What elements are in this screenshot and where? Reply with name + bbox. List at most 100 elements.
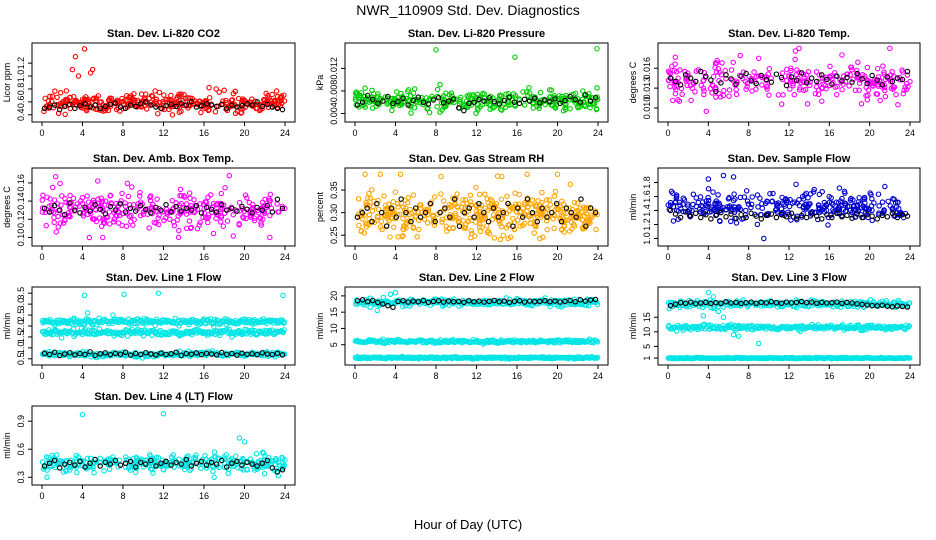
outlier-point <box>81 292 88 299</box>
hourly-mean-point <box>244 101 250 107</box>
data-point <box>848 64 855 71</box>
hourly-mean-point <box>77 210 83 216</box>
hourly-mean-point <box>173 349 179 355</box>
data-point <box>552 213 558 219</box>
data-point <box>491 235 498 241</box>
hourly-mean-point <box>127 102 134 108</box>
data-point <box>685 203 691 209</box>
data-point <box>890 195 896 202</box>
y-axis-label: degrees C <box>2 186 12 228</box>
data-point <box>122 203 129 210</box>
data-point <box>275 97 281 104</box>
data-point <box>767 190 773 197</box>
data-point <box>791 91 798 98</box>
data-point <box>448 90 455 96</box>
hourly-mean-point <box>748 78 754 84</box>
data-point <box>728 218 734 225</box>
data-point <box>791 199 798 205</box>
hourly-mean-point <box>854 70 860 77</box>
data-point <box>525 92 531 98</box>
data-point <box>417 205 424 211</box>
hourly-mean-point <box>567 93 573 100</box>
hourly-mean-point <box>41 350 48 357</box>
x-tick-label: 24 <box>593 371 603 381</box>
hourly-mean-point <box>107 351 114 358</box>
data-point <box>871 200 877 206</box>
data-point <box>90 96 97 103</box>
outlier-point <box>377 171 384 178</box>
data-point <box>454 191 460 197</box>
hourly-mean-point <box>440 299 447 305</box>
data-point <box>98 195 104 201</box>
hourly-mean-point <box>672 211 679 217</box>
data-points <box>665 45 913 115</box>
data-point <box>128 218 134 225</box>
data-point <box>370 90 377 97</box>
data-point <box>827 63 833 70</box>
data-point <box>273 88 280 94</box>
y-tick-label: 0.16 <box>16 174 26 192</box>
data-point <box>443 90 449 97</box>
y-tick-label: 1.8 <box>642 176 652 189</box>
hourly-mean-point <box>102 103 109 110</box>
hourly-mean-point <box>839 78 845 84</box>
x-tick-label: 4 <box>393 128 398 138</box>
x-tick-label: 8 <box>746 371 751 381</box>
data-points <box>665 289 913 362</box>
data-point <box>782 196 789 203</box>
x-tick-label: 0 <box>665 371 670 381</box>
hourly-mean-point <box>218 201 225 208</box>
data-point <box>244 195 250 201</box>
hourly-mean-point <box>884 214 891 220</box>
data-point <box>352 90 359 96</box>
data-point <box>282 205 288 212</box>
hourly-mean-point <box>218 349 225 356</box>
data-point <box>759 82 765 88</box>
hourly-mean-point <box>239 203 245 210</box>
y-tick-label: 1.0 <box>16 70 26 83</box>
hourly-mean-point <box>798 70 805 76</box>
hourly-mean-point <box>592 209 599 216</box>
data-point <box>712 200 718 207</box>
hourly-mean-point <box>143 99 149 105</box>
data-points <box>354 171 600 243</box>
data-point <box>155 215 161 221</box>
data-point <box>202 214 209 220</box>
data-point <box>551 193 558 199</box>
chart-title: Stan. Dev. Li-820 CO2 <box>107 28 220 40</box>
hourly-mean-point <box>92 352 98 359</box>
data-point <box>142 91 149 97</box>
data-point <box>670 218 677 224</box>
data-point <box>855 59 861 66</box>
hourly-mean-point <box>415 94 422 100</box>
hourly-mean-point <box>466 298 472 304</box>
data-point <box>692 89 698 95</box>
hourly-mean-point <box>466 100 472 107</box>
x-tick-label: 24 <box>593 128 603 138</box>
data-point <box>381 213 388 220</box>
data-point <box>788 217 794 223</box>
chart-title: Stan. Dev. Line 2 Flow <box>419 272 535 284</box>
hourly-mean-point <box>364 298 371 305</box>
data-point <box>355 196 362 202</box>
x-tick-label: 0 <box>665 128 670 138</box>
hourly-mean-point <box>122 349 129 355</box>
data-point <box>424 106 430 112</box>
x-tick-label: 24 <box>280 252 290 262</box>
hourly-mean-point <box>143 349 149 356</box>
x-tick-label: 20 <box>865 371 875 381</box>
y-tick-label: 1.0 <box>16 342 26 355</box>
hourly-mean-point <box>82 101 88 107</box>
hourly-mean-point <box>869 72 875 79</box>
data-point <box>499 107 505 113</box>
hourly-mean-point <box>753 80 759 87</box>
y-tick-label: 20 <box>329 291 339 301</box>
data-point <box>140 332 147 339</box>
hourly-mean-point <box>501 97 508 104</box>
data-point <box>223 106 229 112</box>
hourly-mean-point <box>87 208 93 214</box>
hourly-mean-point <box>544 214 550 220</box>
x-tick-label: 8 <box>120 128 125 138</box>
hourly-mean-point <box>82 351 88 358</box>
data-point <box>749 194 755 200</box>
